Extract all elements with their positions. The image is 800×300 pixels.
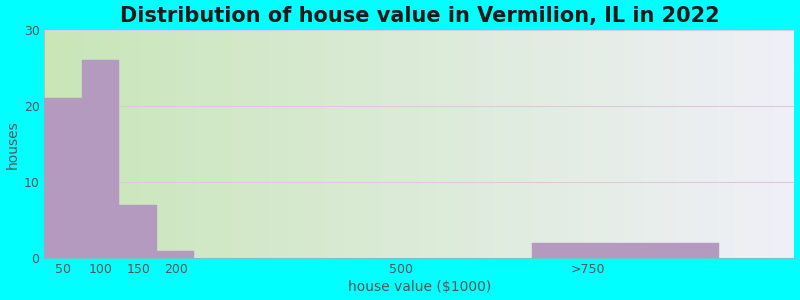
X-axis label: house value ($1000): house value ($1000) (348, 280, 491, 294)
Bar (45, 98, 82, 258)
Bar (119, 205, 157, 258)
Bar (82, 60, 119, 258)
Y-axis label: houses: houses (6, 120, 19, 169)
Title: Distribution of house value in Vermilion, IL in 2022: Distribution of house value in Vermilion… (120, 6, 719, 26)
Bar (157, 251, 194, 258)
Bar (532, 243, 719, 258)
